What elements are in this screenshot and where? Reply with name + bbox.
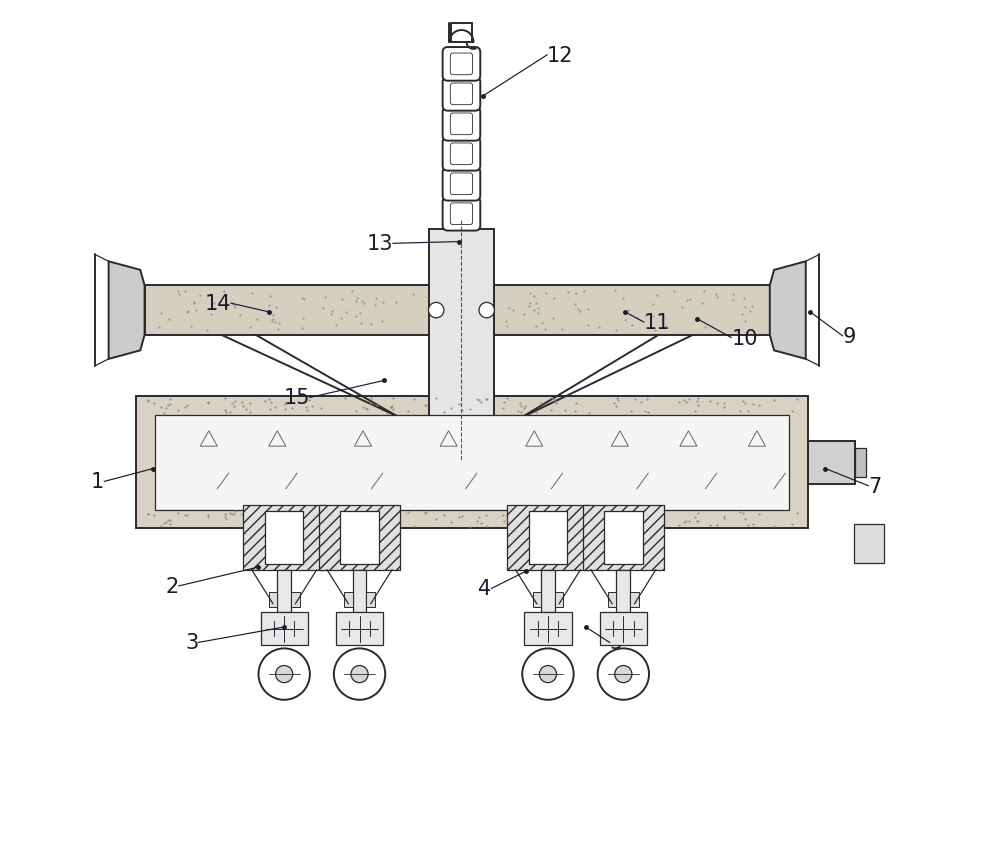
Bar	[451, 24, 472, 43]
Text: 11: 11	[644, 313, 670, 332]
Text: 2: 2	[166, 576, 179, 596]
FancyBboxPatch shape	[443, 138, 480, 171]
Bar	[533, 592, 541, 608]
Bar	[136, 396, 808, 529]
Bar	[541, 570, 555, 613]
Bar	[340, 511, 379, 565]
FancyBboxPatch shape	[443, 78, 480, 112]
Text: 10: 10	[731, 328, 758, 348]
Bar	[507, 505, 589, 570]
Bar	[344, 592, 353, 608]
Polygon shape	[770, 262, 806, 360]
Bar	[855, 448, 866, 477]
Bar	[261, 613, 308, 645]
Text: 3: 3	[185, 633, 199, 653]
Bar	[155, 415, 789, 510]
Bar	[583, 505, 664, 570]
Bar	[494, 286, 770, 336]
Bar	[353, 570, 366, 613]
Text: 1: 1	[91, 472, 104, 492]
Text: 12: 12	[547, 46, 574, 65]
FancyBboxPatch shape	[443, 108, 480, 141]
Circle shape	[258, 648, 310, 700]
Bar	[243, 505, 325, 570]
Bar	[429, 230, 494, 452]
Bar	[336, 613, 383, 645]
Bar	[600, 613, 647, 645]
Bar	[616, 570, 630, 613]
Circle shape	[539, 666, 557, 683]
Bar	[608, 592, 616, 608]
Text: 13: 13	[366, 234, 393, 254]
Bar	[145, 286, 429, 336]
Text: 5: 5	[610, 633, 623, 653]
Bar	[277, 570, 291, 613]
Circle shape	[522, 648, 574, 700]
FancyBboxPatch shape	[443, 48, 480, 82]
Circle shape	[276, 666, 293, 683]
Bar	[265, 511, 303, 565]
Bar	[524, 613, 572, 645]
Circle shape	[351, 666, 368, 683]
Circle shape	[479, 303, 494, 319]
Circle shape	[334, 648, 385, 700]
Bar	[808, 441, 855, 484]
Circle shape	[598, 648, 649, 700]
Bar	[630, 592, 639, 608]
Bar	[529, 511, 567, 565]
Text: 7: 7	[868, 476, 882, 496]
Bar	[319, 505, 400, 570]
Bar	[291, 592, 300, 608]
Bar	[854, 524, 884, 563]
Text: 9: 9	[843, 326, 856, 346]
FancyBboxPatch shape	[443, 198, 480, 232]
Bar	[555, 592, 563, 608]
Text: 14: 14	[205, 294, 231, 314]
Circle shape	[615, 666, 632, 683]
Bar	[269, 592, 277, 608]
Circle shape	[428, 303, 444, 319]
Text: 4: 4	[478, 579, 491, 598]
Polygon shape	[109, 262, 145, 360]
Bar	[604, 511, 643, 565]
Text: 15: 15	[283, 388, 310, 408]
Bar	[366, 592, 375, 608]
FancyBboxPatch shape	[443, 168, 480, 201]
